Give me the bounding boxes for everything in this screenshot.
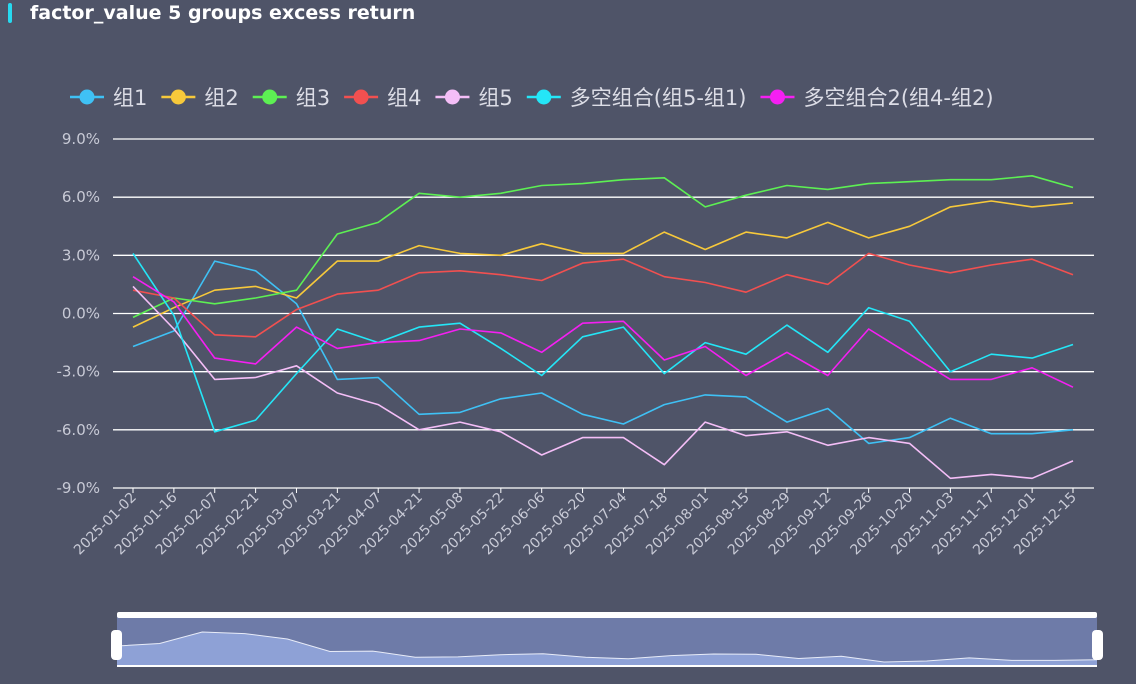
- grid-lines: [113, 138, 1094, 489]
- legend-label: 组2: [204, 86, 238, 110]
- legend-label: 组5: [478, 86, 512, 110]
- y-tick-label: -3.0%: [56, 363, 100, 381]
- y-tick-label: 3.0%: [62, 246, 100, 264]
- legend-marker: [536, 89, 552, 105]
- series-line-5[interactable]: [132, 285, 1074, 480]
- legend-marker: [769, 89, 785, 105]
- legend-label: 组1: [113, 86, 147, 110]
- legend-item-5[interactable]: 组5: [435, 86, 513, 110]
- legend-item-7[interactable]: 多空组合2(组4-组2): [760, 86, 994, 110]
- zoom-preview-area: [117, 632, 1097, 666]
- x-axis: 2025-01-022025-01-162025-02-072025-02-21…: [71, 488, 1080, 558]
- legend-label: 组3: [296, 86, 330, 110]
- zoom-preview-line: [116, 631, 1098, 663]
- legend-item-1[interactable]: 组1: [70, 86, 147, 110]
- legend-marker: [444, 89, 460, 105]
- series-line-3[interactable]: [132, 175, 1074, 319]
- series-line-6[interactable]: [132, 252, 1074, 433]
- zoom-handle-right[interactable]: [1092, 630, 1103, 660]
- series-line-7[interactable]: [132, 276, 1074, 388]
- title-bar: factor_value 5 groups excess return: [8, 0, 415, 26]
- y-tick-label: -6.0%: [56, 421, 100, 439]
- chart-title: factor_value 5 groups excess return: [30, 2, 416, 24]
- zoom-bottom-border: [117, 665, 1097, 667]
- y-axis: 9.0% 6.0% 3.0% 0.0% -3.0% -6.0% -9.0%: [56, 130, 100, 497]
- legend-marker: [353, 89, 369, 105]
- y-tick-label: -9.0%: [56, 479, 100, 497]
- legend-marker: [79, 89, 95, 105]
- series-line-4[interactable]: [132, 252, 1074, 338]
- legend-item-3[interactable]: 组3: [252, 86, 330, 110]
- data-zoom-slider[interactable]: [111, 612, 1103, 667]
- series-line-2[interactable]: [132, 200, 1074, 328]
- legend: 组1 组2 组3 组4 组5 多空组合(组5-组1) 多空组合2(组4-组2): [70, 86, 994, 110]
- legend-marker: [170, 89, 186, 105]
- legend-item-2[interactable]: 组2: [161, 86, 239, 110]
- series-line-1[interactable]: [132, 260, 1074, 445]
- series-lines: [132, 175, 1074, 480]
- legend-label: 组4: [387, 86, 421, 110]
- zoom-handle-left[interactable]: [111, 630, 122, 660]
- zoom-top-bar[interactable]: [117, 612, 1097, 618]
- legend-label: 多空组合(组5-组1): [570, 86, 747, 110]
- y-tick-label: 6.0%: [62, 188, 100, 206]
- y-tick-label: 0.0%: [62, 305, 100, 323]
- legend-label: 多空组合2(组4-组2): [803, 86, 993, 110]
- title-accent-bar: [8, 3, 12, 23]
- legend-marker: [262, 89, 278, 105]
- legend-item-6[interactable]: 多空组合(组5-组1): [526, 86, 747, 110]
- legend-item-4[interactable]: 组4: [344, 86, 421, 110]
- y-tick-label: 9.0%: [62, 130, 100, 148]
